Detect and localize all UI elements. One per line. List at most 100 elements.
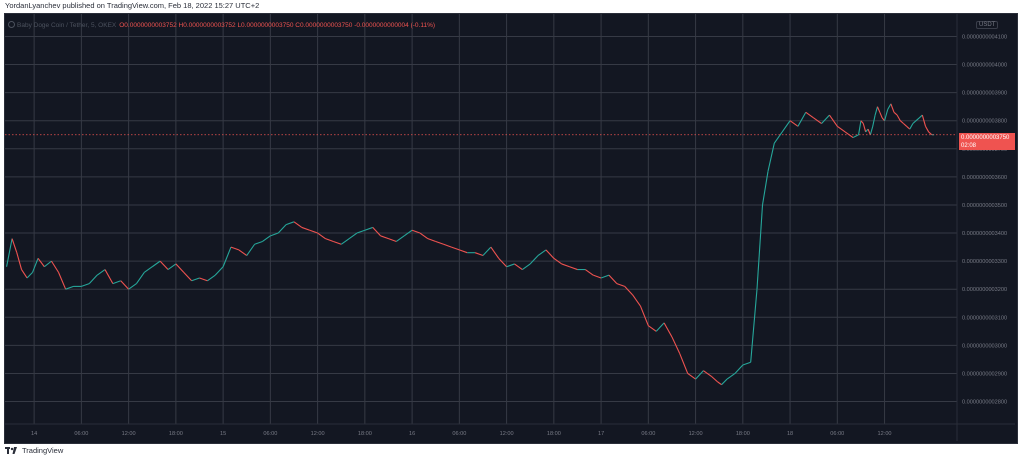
time-axis-label: 12:00 bbox=[689, 431, 703, 437]
price-segment bbox=[443, 243, 452, 248]
time-axis-label: 12:00 bbox=[500, 431, 514, 437]
price-segment bbox=[903, 123, 907, 127]
price-segment bbox=[655, 322, 665, 332]
price-segment bbox=[506, 263, 515, 268]
price-segment bbox=[159, 260, 169, 270]
symbol-name: Baby Doge Coin / Tether, 5, OKEX bbox=[17, 22, 117, 29]
price-segment bbox=[81, 283, 90, 287]
price-segment bbox=[419, 232, 429, 240]
price-segment bbox=[459, 249, 468, 254]
price-segment bbox=[474, 252, 484, 257]
price-axis-label: 0.0000000002800 bbox=[962, 400, 1007, 406]
chart-panel[interactable] bbox=[4, 13, 1018, 444]
price-segment bbox=[750, 289, 758, 363]
time-axis-label: 06:00 bbox=[641, 431, 655, 437]
price-segment bbox=[703, 370, 712, 377]
price-segment bbox=[925, 126, 930, 133]
tradingview-logo-icon[interactable] bbox=[5, 446, 19, 455]
bar-countdown: 02:08 bbox=[961, 143, 977, 149]
price-segment bbox=[869, 126, 874, 135]
price-segment bbox=[608, 274, 618, 284]
price-segment bbox=[522, 263, 531, 270]
price-segment bbox=[912, 120, 917, 124]
price-segment bbox=[860, 120, 864, 124]
price-segment bbox=[427, 238, 436, 242]
price-axis-label: 0.0000000002900 bbox=[962, 371, 1007, 377]
price-segment bbox=[50, 260, 60, 273]
price-segment bbox=[317, 232, 326, 240]
price-segment bbox=[451, 246, 460, 251]
price-segment bbox=[767, 143, 775, 172]
price-segment bbox=[773, 131, 783, 144]
price-segment bbox=[553, 257, 563, 265]
price-segment bbox=[624, 286, 633, 296]
price-segment bbox=[909, 123, 914, 130]
price-segment bbox=[144, 266, 153, 273]
time-axis-label: 12:00 bbox=[311, 431, 325, 437]
price-segment bbox=[797, 112, 807, 127]
price-segment bbox=[545, 249, 555, 259]
price-segment bbox=[890, 103, 895, 113]
time-axis-label: 18:00 bbox=[169, 431, 183, 437]
price-axis-label: 0.0000000003600 bbox=[962, 175, 1007, 181]
price-axis-label: 0.0000000004000 bbox=[962, 63, 1007, 69]
price-segment bbox=[726, 375, 732, 380]
price-segment bbox=[254, 240, 263, 245]
price-segment bbox=[151, 260, 161, 268]
price-segment bbox=[781, 120, 791, 133]
price-segment bbox=[585, 269, 594, 276]
price-segment bbox=[238, 249, 248, 256]
price-series bbox=[5, 103, 957, 386]
price-axis-label: 0.0000000004100 bbox=[962, 34, 1007, 40]
time-axis-label: 12:00 bbox=[878, 431, 892, 437]
price-segment bbox=[364, 226, 373, 231]
symbol-logo-icon bbox=[8, 21, 15, 28]
price-segment bbox=[262, 235, 271, 242]
price-segment bbox=[918, 114, 923, 119]
price-segment bbox=[128, 283, 137, 290]
price-segment bbox=[277, 224, 287, 234]
price-segment bbox=[21, 269, 28, 279]
price-segment bbox=[96, 269, 106, 276]
time-axis-label: 18:00 bbox=[547, 431, 561, 437]
price-segment bbox=[411, 229, 421, 234]
price-segment bbox=[921, 114, 927, 127]
price-segment bbox=[879, 112, 883, 119]
price-segment bbox=[600, 274, 610, 279]
price-segment bbox=[872, 114, 876, 127]
price-segment bbox=[821, 114, 830, 124]
price-segment bbox=[717, 381, 722, 386]
price-segment bbox=[222, 246, 232, 267]
price-segment bbox=[876, 106, 881, 113]
price-segment bbox=[270, 232, 279, 237]
price-segment bbox=[514, 263, 523, 270]
price-segment bbox=[482, 246, 492, 256]
price-segment bbox=[828, 114, 838, 127]
price-segment bbox=[730, 373, 736, 377]
price-segment bbox=[695, 370, 704, 380]
price-segment bbox=[884, 109, 889, 121]
price-segment bbox=[44, 260, 52, 268]
price-segment bbox=[285, 221, 295, 226]
price-segment bbox=[569, 266, 578, 271]
price-axis-label: 0.0000000003900 bbox=[962, 91, 1007, 97]
price-segment bbox=[867, 128, 871, 135]
price-segment bbox=[742, 361, 751, 366]
price-axis-label: 0.0000000003300 bbox=[962, 259, 1007, 265]
price-segment bbox=[862, 123, 867, 133]
price-axis-label: 0.0000000003500 bbox=[962, 203, 1007, 209]
publisher-attribution: YordanLyanchev published on TradingView.… bbox=[5, 1, 260, 10]
price-segment bbox=[498, 257, 507, 268]
price-segment bbox=[32, 258, 39, 273]
time-axis-label: 06:00 bbox=[263, 431, 277, 437]
price-segment bbox=[16, 252, 23, 270]
price-segment bbox=[207, 274, 216, 282]
price-segment bbox=[639, 305, 649, 326]
price-segment bbox=[340, 238, 350, 245]
currency-badge[interactable]: USDT bbox=[976, 21, 999, 29]
time-axis-label: 14 bbox=[31, 431, 37, 437]
price-segment bbox=[490, 246, 500, 259]
price-segment bbox=[183, 271, 193, 282]
last-price-value: 0.0000000003750 bbox=[961, 135, 1010, 141]
